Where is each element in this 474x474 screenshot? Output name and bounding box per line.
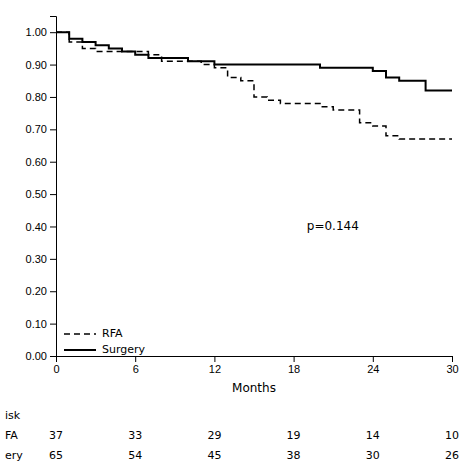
at-risk-row-label: ery xyxy=(5,449,23,462)
tick-label: 18 xyxy=(288,363,300,375)
tick: 0.60 xyxy=(26,156,56,168)
tick-mark xyxy=(50,194,56,195)
tick-mark xyxy=(294,356,295,362)
tick: 0.20 xyxy=(26,285,56,297)
tick: 0.50 xyxy=(26,188,56,200)
at-risk-table: isk FA 37 33 29 19 14 10 ery 65 54 45 38 30 26 xyxy=(5,409,459,462)
tick-mark xyxy=(50,162,56,163)
at-risk-count: 33 xyxy=(128,429,142,442)
at-risk-count: 19 xyxy=(287,429,301,442)
tick-mark xyxy=(50,65,56,66)
series-line xyxy=(56,32,452,90)
series-line xyxy=(56,32,452,139)
tick-label: 24 xyxy=(367,363,379,375)
tick-mark xyxy=(50,97,56,98)
tick-label: 0.60 xyxy=(26,156,47,168)
tick-label: 0.90 xyxy=(26,59,47,71)
tick-mark xyxy=(50,356,56,357)
tick-label: 0.30 xyxy=(26,253,47,265)
tick: 6 xyxy=(133,356,139,375)
tick-label: 1.00 xyxy=(26,26,47,38)
at-risk-row-label: FA xyxy=(5,429,18,442)
x-axis-label: Months xyxy=(232,381,276,395)
tick-label: 12 xyxy=(209,363,221,375)
tick: 1.00 xyxy=(26,26,56,38)
tick-label: 0.70 xyxy=(26,123,47,135)
tick: 12 xyxy=(209,356,221,375)
tick-mark xyxy=(50,291,56,292)
chart: 06121824300.000.100.200.300.400.500.600.… xyxy=(0,0,474,474)
tick-label: 6 xyxy=(133,363,139,375)
at-risk-count: 30 xyxy=(366,449,380,462)
tick: 0.40 xyxy=(26,220,56,232)
at-risk-count: 38 xyxy=(287,449,301,462)
at-risk-count: 65 xyxy=(49,449,63,462)
tick-label: 30 xyxy=(446,363,458,375)
y-axis: 0.00 0.10 0.20 0.30 0.40 0.50 0.60 0.70 0.80 0.90… xyxy=(26,17,57,363)
tick: 30 xyxy=(446,356,458,375)
legend-label: Surgery xyxy=(102,343,146,356)
tick-mark xyxy=(135,356,136,362)
tick-mark xyxy=(50,259,56,260)
tick: 18 xyxy=(288,356,300,375)
tick: 0 xyxy=(53,356,59,375)
at-risk-count: 37 xyxy=(49,429,63,442)
legend-swatch xyxy=(64,349,96,351)
tick-mark xyxy=(50,226,56,227)
at-risk-count: 10 xyxy=(445,429,459,442)
tick: 0.70 xyxy=(26,123,56,135)
plot: 06121824300.000.100.200.300.400.500.600.… xyxy=(26,17,459,396)
tick-mark xyxy=(214,356,215,362)
at-risk-count: 29 xyxy=(207,429,221,442)
tick-mark xyxy=(50,32,56,33)
tick: 0.10 xyxy=(26,318,56,330)
tick: 0.30 xyxy=(26,253,56,265)
at-risk-count: 54 xyxy=(128,449,142,462)
tick-label: 0.80 xyxy=(26,91,47,103)
tick: 0.80 xyxy=(26,91,56,103)
legend-item: Surgery xyxy=(64,343,146,356)
legend-item: RFA xyxy=(64,327,123,340)
tick-mark xyxy=(373,356,374,362)
tick-mark xyxy=(50,129,56,130)
legend-label: RFA xyxy=(102,327,123,340)
at-risk-count: 14 xyxy=(366,429,380,442)
axis-line xyxy=(57,357,453,363)
axis-line xyxy=(50,17,57,357)
tick-label: 0.00 xyxy=(26,350,47,362)
tick-label: 0.20 xyxy=(26,285,47,297)
at-risk-header: isk xyxy=(5,409,21,422)
at-risk-count: 45 xyxy=(207,449,221,462)
tick-mark xyxy=(452,356,453,362)
legend-swatch xyxy=(64,333,96,335)
tick-label: 0 xyxy=(53,363,59,375)
tick: 0.90 xyxy=(26,59,56,71)
tick-label: 0.10 xyxy=(26,318,47,330)
at-risk-count: 26 xyxy=(445,449,459,462)
tick: 24 xyxy=(367,356,379,375)
legend: RFA Surgery xyxy=(64,327,146,356)
tick: 0.00 xyxy=(26,350,56,362)
annotation: p=0.144 xyxy=(307,219,359,233)
x-axis: 0 6 12 18 24 30 xyxy=(53,356,458,375)
lines xyxy=(56,32,452,139)
tick-mark xyxy=(50,324,56,325)
tick-label: 0.40 xyxy=(26,220,47,232)
tick-label: 0.50 xyxy=(26,188,47,200)
